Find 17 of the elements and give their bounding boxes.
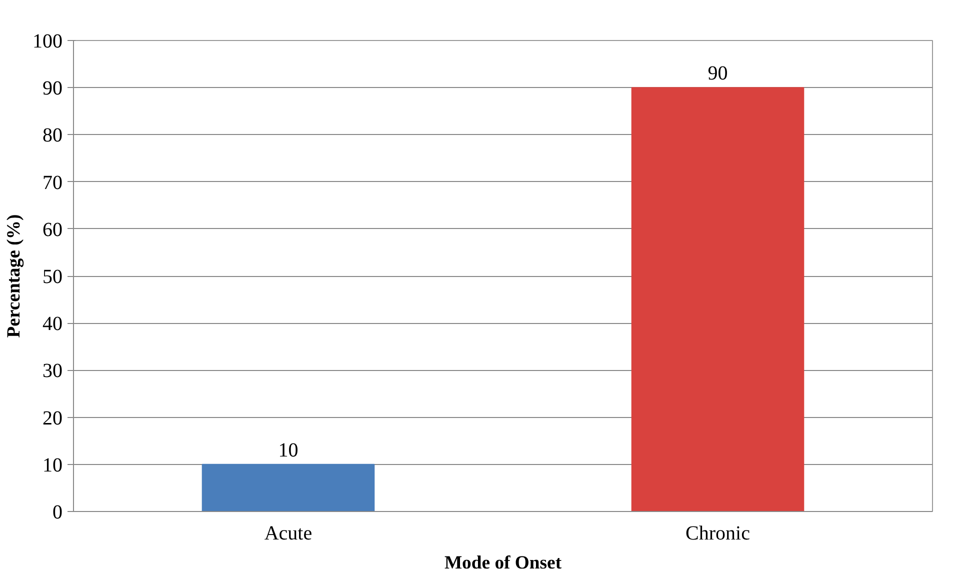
x-axis-title: Mode of Onset	[444, 552, 562, 574]
y-tick-label: 40	[42, 313, 62, 336]
y-axis-title: Percentage (%)	[4, 214, 24, 338]
y-tick-label: 30	[42, 360, 62, 382]
y-tick-label: 70	[42, 172, 62, 194]
y-tick-label: 80	[42, 124, 62, 147]
y-tick-label: 90	[42, 78, 62, 100]
data-label: 10	[278, 439, 298, 462]
data-label: 90	[708, 62, 728, 85]
y-tick-label: 100	[32, 30, 62, 52]
y-tick-label: 0	[52, 502, 62, 524]
y-tick-label: 20	[42, 407, 62, 430]
x-tick-label: Chronic	[686, 522, 750, 544]
y-tick-label: 50	[42, 266, 62, 288]
y-tick-label: 60	[42, 218, 62, 241]
x-tick-label: Acute	[264, 522, 312, 544]
y-tick-label: 10	[42, 454, 62, 476]
